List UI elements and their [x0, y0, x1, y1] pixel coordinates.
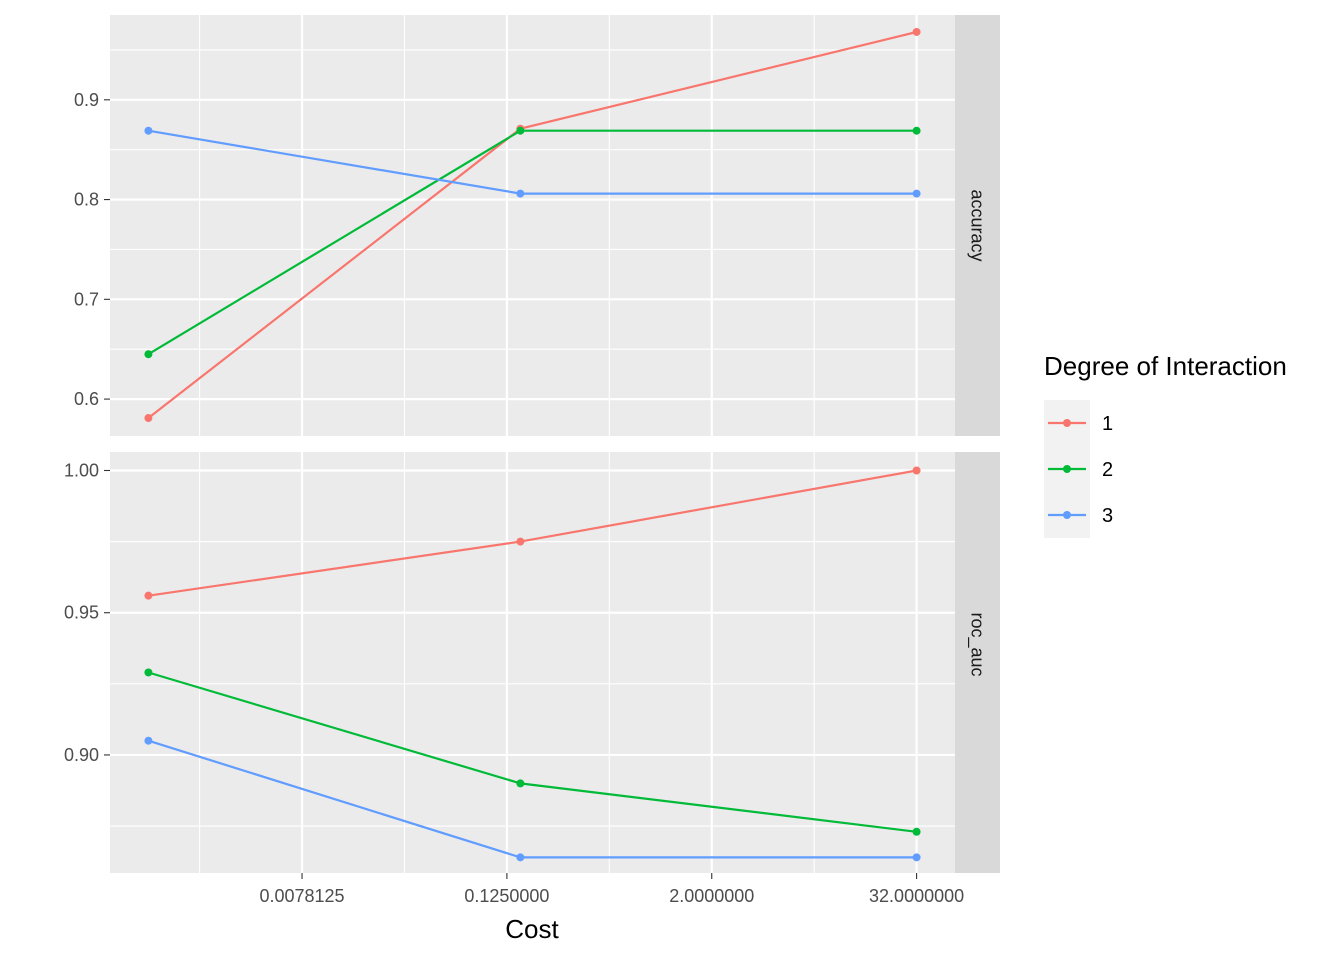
y-tick-label: 0.6: [74, 389, 99, 409]
data-point-1: [144, 591, 153, 600]
legend-label: 3: [1102, 505, 1113, 527]
facet-panel-accuracy: 0.6 0.7 0.8 0.9 accuracy: [74, 15, 1000, 436]
data-point-1: [144, 414, 153, 423]
data-point-3: [516, 853, 525, 862]
x-tick-label: 32.0000000: [869, 886, 964, 906]
y-tick-label: 0.7: [74, 289, 99, 309]
y-tick-label: 0.9: [74, 90, 99, 110]
panel-background: [110, 15, 955, 436]
x-tick-label: 2.0000000: [669, 886, 754, 906]
data-point-3: [144, 126, 153, 135]
facet-panels: 0.6 0.7 0.8 0.9 accuracy 0.90 0.95 1.00 roc_auc: [64, 15, 1000, 873]
data-point-3: [912, 853, 921, 862]
facet-strip-label: accuracy: [968, 189, 988, 261]
legend-label: 1: [1102, 413, 1113, 435]
data-point-1: [912, 27, 921, 36]
legend-key-point: [1063, 465, 1071, 473]
data-point-3: [516, 189, 525, 198]
legend-label: 2: [1102, 459, 1113, 481]
data-point-3: [912, 189, 921, 198]
data-point-3: [144, 736, 153, 745]
legend-key-point: [1063, 511, 1071, 519]
data-point-2: [516, 126, 525, 135]
x-tick-label: 0.0078125: [259, 886, 344, 906]
facet-panel-roc_auc: 0.90 0.95 1.00 roc_auc: [64, 452, 1000, 873]
legend-item-3: 3: [1044, 492, 1113, 538]
data-point-2: [912, 827, 921, 836]
data-point-1: [912, 466, 921, 475]
data-point-2: [516, 779, 525, 788]
facet-strip-label: roc_auc: [967, 612, 988, 676]
data-point-1: [516, 537, 525, 546]
legend: Degree of Interaction 1 2 3: [1044, 351, 1287, 538]
facet-strip: [955, 15, 1000, 436]
data-point-2: [912, 126, 921, 135]
data-point-2: [144, 668, 153, 677]
y-tick-label: 0.8: [74, 190, 99, 210]
panel-background: [110, 452, 955, 873]
legend-title: Degree of Interaction: [1044, 351, 1287, 381]
x-axis: 0.0078125 0.1250000 2.0000000 32.0000000: [259, 873, 964, 906]
x-tick-label: 0.1250000: [464, 886, 549, 906]
legend-item-1: 1: [1044, 400, 1113, 446]
facet-strip: [955, 452, 1000, 873]
legend-item-2: 2: [1044, 446, 1113, 492]
y-tick-label: 1.00: [64, 460, 99, 480]
x-axis-title: Cost: [505, 914, 559, 944]
legend-key-point: [1063, 419, 1071, 427]
y-tick-label: 0.95: [64, 603, 99, 623]
data-point-2: [144, 350, 153, 359]
y-tick-label: 0.90: [64, 745, 99, 765]
